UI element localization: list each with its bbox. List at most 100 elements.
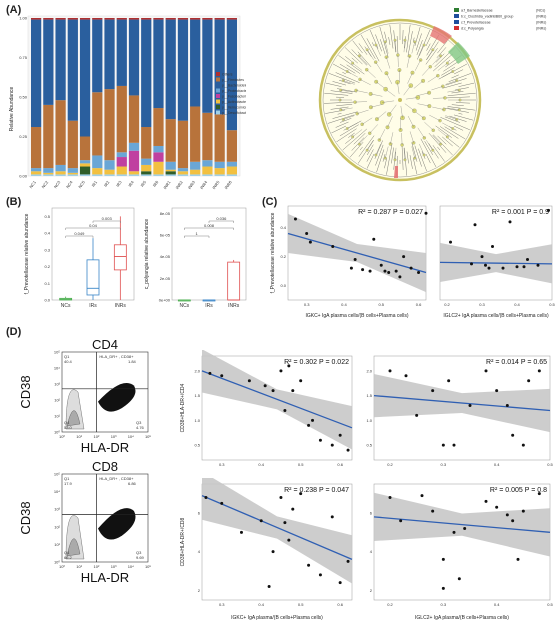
bar-segment [226, 174, 237, 176]
branch [340, 107, 353, 111]
bar-segment [55, 171, 66, 175]
node [365, 148, 369, 152]
branch [413, 80, 424, 89]
legend-swatch [216, 72, 220, 76]
branch [349, 142, 364, 158]
y-tick-label: 0.2 [280, 254, 286, 259]
bar-segment [202, 166, 213, 175]
population-blob [98, 508, 136, 540]
x-tick-label: NC5 [77, 179, 86, 189]
data-point [441, 443, 445, 447]
x-tick-label: 10⁴ [128, 434, 134, 439]
y-tick-label: 0.4 [44, 231, 50, 236]
data-point [495, 389, 499, 393]
y-tick-label: 0.5 [44, 214, 50, 219]
branch [400, 105, 403, 118]
bar-segment [31, 171, 42, 175]
data-point [537, 492, 541, 496]
data-point [398, 275, 402, 279]
branch [403, 85, 411, 96]
branch [447, 107, 460, 111]
node [436, 73, 440, 78]
branch [443, 107, 469, 113]
bar-segment [190, 169, 201, 175]
branch [355, 101, 368, 103]
data-point [308, 240, 312, 244]
branch [445, 80, 457, 85]
legend-label: p__Firmicutes [222, 78, 244, 82]
branch [389, 104, 397, 115]
branch [433, 134, 453, 156]
lefse-group: (INRs) [536, 27, 546, 31]
x-tick-label: IR4 [127, 179, 135, 188]
lefse-label: b:c_Clostridia_vadinBB60_group [461, 15, 513, 19]
x-tick-label: IR3 [115, 179, 123, 188]
node [385, 125, 390, 130]
data-point [283, 408, 287, 412]
branch [422, 66, 431, 76]
data-point [491, 244, 494, 248]
data-point [267, 584, 271, 588]
branch [437, 135, 447, 145]
data-point [536, 263, 540, 267]
branch [359, 79, 371, 86]
y-tick-label: 0.5 [366, 443, 372, 448]
data-point [346, 448, 350, 452]
data-point [271, 550, 275, 554]
branch [451, 74, 459, 79]
bar-segment [153, 108, 164, 146]
y-tick-label: 4e-05 [160, 254, 171, 259]
node [451, 69, 455, 73]
scatter-d2: 0.2 0.3 0.4 0.5 0.5 1.0 1.5 2.0 R² = 0.014 P = 0… [366, 355, 554, 467]
data-point [415, 413, 419, 417]
bar-segment [214, 168, 225, 175]
branch [405, 97, 418, 100]
panel-label-d: (D) [6, 326, 22, 338]
branch [425, 36, 431, 47]
bar-segment [43, 18, 54, 20]
quadrant-value: 53.0 [64, 425, 73, 430]
bar-segment [190, 106, 201, 162]
y-tick-label: 2e-05 [160, 276, 171, 281]
x-tick-label: 10⁰ [59, 434, 65, 439]
x-tick-label: INR6 [223, 179, 233, 190]
bar-segment [67, 172, 78, 175]
branch [375, 44, 381, 57]
bar-segment [177, 19, 189, 121]
branch [366, 69, 376, 78]
comparison-pvalue: 0.003 [102, 216, 113, 221]
bar-segment [79, 163, 91, 167]
branch [388, 36, 391, 45]
bar-segment [202, 160, 213, 167]
branch [391, 147, 394, 164]
data-point [495, 505, 499, 509]
branch [324, 101, 357, 104]
branch [437, 129, 448, 137]
quadrant-value: 1.84 [128, 359, 137, 364]
branch [360, 34, 376, 59]
branch [379, 129, 386, 141]
bar-segment [226, 130, 237, 162]
branch [442, 136, 453, 147]
bar-segment [104, 19, 115, 90]
y-tick-label: 10⁵ [54, 350, 60, 355]
y-tick-label: 2 [370, 588, 373, 593]
bar-segment [153, 152, 164, 162]
branch [351, 57, 358, 64]
y-axis-label: Relative Abundance [9, 87, 15, 132]
population-contour [66, 410, 81, 427]
branch [429, 114, 441, 121]
node [395, 79, 400, 85]
data-point [387, 271, 391, 275]
branch [358, 43, 368, 55]
node [445, 135, 449, 139]
bar-segment [226, 166, 237, 175]
bar-segment [177, 120, 189, 169]
x-tick-label: INRs [228, 303, 240, 309]
branch [327, 114, 355, 124]
legend-label: p__Desulfobacteria [222, 111, 246, 115]
quadrant-name: Q3 [136, 550, 142, 555]
bar-segment [43, 19, 54, 105]
x-tick-label: NCs [61, 303, 71, 309]
data-point [361, 268, 365, 272]
